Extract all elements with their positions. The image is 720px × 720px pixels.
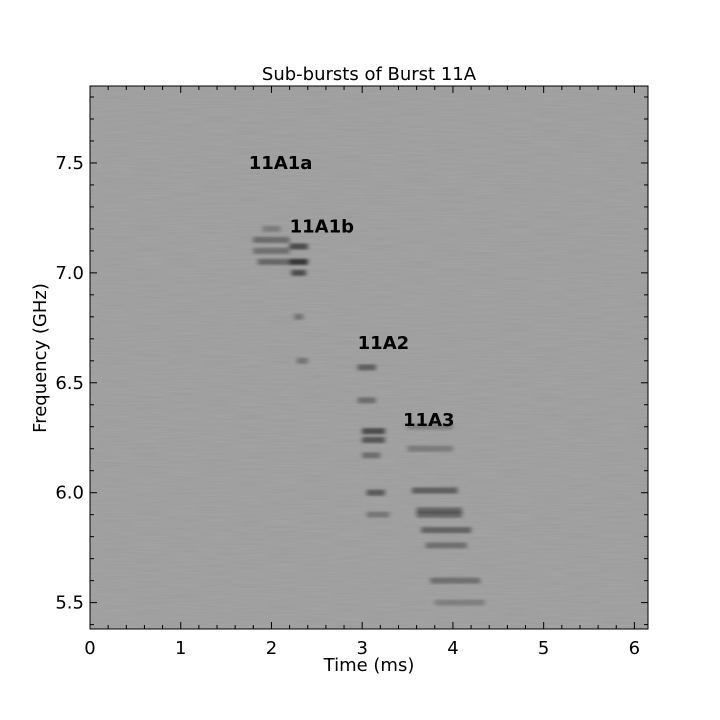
spectrogram-noise xyxy=(90,86,648,629)
plot-area xyxy=(90,86,648,629)
x-tick-label: 5 xyxy=(538,638,549,659)
burst-streak xyxy=(412,487,458,494)
y-tick-label: 7.0 xyxy=(55,263,84,284)
y-axis-ticks: 5.5 6.0 6.5 7.0 7.5 xyxy=(55,96,648,626)
burst-streak xyxy=(430,577,481,584)
burst-streak xyxy=(366,489,385,496)
y-tick-label: 7.5 xyxy=(55,153,84,174)
plot-frame xyxy=(89,85,649,630)
x-tick-label: 6 xyxy=(629,638,640,659)
y-tick-label: 6.0 xyxy=(55,483,84,504)
burst-streak xyxy=(416,507,462,514)
burst-streak xyxy=(416,511,462,518)
annotation-11a1a: 11A1a xyxy=(249,153,313,174)
x-tick-label: 3 xyxy=(356,638,367,659)
burst-streak xyxy=(421,527,472,534)
chart-title: Sub-bursts of Burst 11A xyxy=(262,64,477,85)
burst-streak xyxy=(425,542,467,549)
burst-streak xyxy=(294,313,304,320)
x-tick-label: 2 xyxy=(266,638,277,659)
burst-streak xyxy=(296,357,308,364)
x-tick-label: 1 xyxy=(175,638,186,659)
burst-streak xyxy=(291,269,306,276)
y-axis-label: Frequency (GHz) xyxy=(30,283,51,433)
y-tick-label: 6.5 xyxy=(55,373,84,394)
burst-streak xyxy=(407,445,453,452)
burst-streak xyxy=(366,511,390,518)
burst-streak xyxy=(289,258,308,265)
x-tick-label: 4 xyxy=(447,638,458,659)
y-tick-label: 5.5 xyxy=(55,593,84,614)
burst-streak xyxy=(253,247,290,254)
burst-streak xyxy=(434,599,485,606)
burst-streak xyxy=(362,452,381,459)
burst-streak xyxy=(289,243,308,250)
burst-streak xyxy=(362,428,385,435)
burst-streak xyxy=(253,236,290,243)
x-tick-label: 0 xyxy=(84,638,95,659)
burst-streak xyxy=(257,258,290,265)
x-axis-label: Time (ms) xyxy=(323,655,415,676)
burst-streak xyxy=(357,397,376,404)
x-axis-ticks: 0 1 2 3 4 5 6 xyxy=(84,86,640,659)
burst-streak xyxy=(262,225,281,232)
burst-features xyxy=(253,225,485,606)
annotation-11a3: 11A3 xyxy=(403,410,455,431)
sub-burst-annotations: 11A1a 11A1b 11A2 11A3 xyxy=(249,153,455,431)
burst-streak xyxy=(407,423,453,430)
annotation-11a2: 11A2 xyxy=(358,333,410,354)
annotation-11a1b: 11A1b xyxy=(290,217,355,238)
burst-streak xyxy=(357,364,376,371)
burst-streak xyxy=(362,436,385,443)
